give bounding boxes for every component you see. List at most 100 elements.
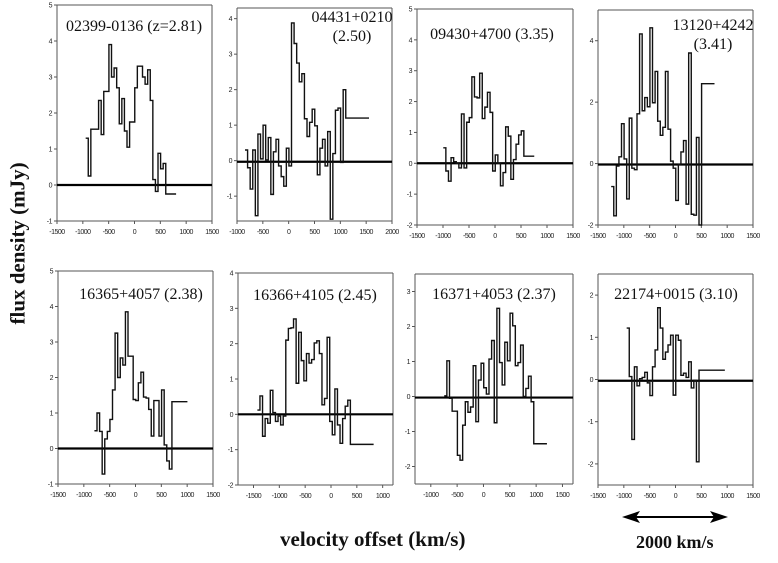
panel-title: 16365+4057 (2.38) <box>79 286 203 303</box>
panel-title: 09430+4700 (3.35) <box>430 26 554 43</box>
y-axis-label: flux density (mJy) <box>5 162 30 325</box>
y-tick-label: 0 <box>590 377 594 384</box>
y-tick-label: -2 <box>405 464 411 471</box>
x-tick-label: 500 <box>155 229 166 236</box>
x-tick-label: 0 <box>133 229 137 236</box>
x-tick-label: -1000 <box>272 493 288 500</box>
x-tick-label: 1500 <box>566 233 580 240</box>
x-tick-label: 0 <box>134 492 138 499</box>
y-tick-label: -1 <box>588 419 594 426</box>
x-tick-label: -1000 <box>229 229 245 236</box>
y-tick-label: 2 <box>49 111 53 118</box>
y-tick-label: 5 <box>50 269 54 276</box>
x-tick-label: -1000 <box>76 492 92 499</box>
x-tick-label: -500 <box>644 493 657 500</box>
panel-title: 04431+0210 <box>311 9 392 26</box>
x-tick-label: 1500 <box>746 493 760 500</box>
panel-title: 13120+4242 <box>672 17 753 34</box>
x-tick-label: 0 <box>674 493 678 500</box>
y-tick-label: 2 <box>407 324 411 331</box>
y-tick-label: 2 <box>229 87 233 94</box>
y-tick-label: 0 <box>49 183 53 190</box>
panel-1: -1500 -1000 -500 0 500 1000 1500 -1 0 1 2 3 4 5 02399-… <box>47 3 220 237</box>
x-tick-label: -1500 <box>49 229 65 236</box>
x-tick-label: 500 <box>156 492 167 499</box>
x-tick-label: -1000 <box>423 492 439 499</box>
panel-title: 22174+0015 (3.10) <box>614 286 738 303</box>
y-tick-label: -2 <box>588 461 594 468</box>
y-tick-label: 1 <box>49 147 53 154</box>
y-tick-label: -1 <box>227 194 233 201</box>
spectrum-step-line <box>85 43 177 195</box>
spectrum-step-line <box>94 311 188 475</box>
y-tick-label: 0 <box>409 161 413 168</box>
y-tick-label: 4 <box>50 304 54 311</box>
y-tick-label: -1 <box>407 192 413 199</box>
x-tick-label: 500 <box>516 233 527 240</box>
y-tick-label: 4 <box>230 271 234 278</box>
x-tick-label: 1000 <box>540 233 554 240</box>
y-tick-label: 3 <box>230 306 234 313</box>
x-tick-label: 1000 <box>720 233 734 240</box>
y-tick-label: -2 <box>407 223 413 230</box>
panel-title: 02399-0136 (z=2.81) <box>66 18 202 35</box>
x-tick-label: 500 <box>696 493 707 500</box>
y-tick-label: 2 <box>590 100 594 107</box>
x-tick-label: -500 <box>257 229 270 236</box>
y-tick-label: 3 <box>229 52 233 59</box>
spectrum-step-line <box>257 318 374 446</box>
x-tick-label: 0 <box>329 493 333 500</box>
y-tick-label: 1 <box>230 377 234 384</box>
y-tick-label: 4 <box>49 39 53 46</box>
y-tick-label: 0 <box>230 412 234 419</box>
x-tick-label: 0 <box>482 492 486 499</box>
x-tick-label: -500 <box>103 229 116 236</box>
x-tick-label: 1000 <box>376 493 390 500</box>
y-tick-label: 5 <box>409 7 413 14</box>
x-tick-label: 1500 <box>359 229 373 236</box>
x-tick-label: 500 <box>505 492 516 499</box>
scale-bar-arrow <box>622 511 728 523</box>
x-tick-label: 1500 <box>205 229 219 236</box>
arrow-left-icon <box>622 511 640 523</box>
y-tick-label: 3 <box>409 68 413 75</box>
panel-3: -1500 -1000 -500 0 500 1000 1500 -2 -1 0 1 2 3 4 5 0943… <box>407 7 581 241</box>
x-tick-label: -1500 <box>409 233 425 240</box>
panel-title: (2.50) <box>333 28 372 45</box>
x-tick-label: 0 <box>674 233 678 240</box>
arrow-right-icon <box>710 511 728 523</box>
scale-bar-label: 2000 km/s <box>636 532 714 552</box>
y-tick-label: -1 <box>228 447 234 454</box>
y-tick-label: 1 <box>50 411 54 418</box>
y-tick-label: -1 <box>405 429 411 436</box>
x-tick-label: -1500 <box>50 492 66 499</box>
y-tick-label: 2 <box>409 99 413 106</box>
spectrum-step-line <box>245 22 370 220</box>
y-tick-label: 1 <box>229 123 233 130</box>
y-tick-label: 1 <box>409 130 413 137</box>
panel-8: -1500 -1000 -500 0 500 1000 1500 -2 -1 0 1 2 22174+0… <box>588 273 761 500</box>
y-tick-label: 3 <box>407 289 411 296</box>
x-tick-label: -500 <box>451 492 464 499</box>
y-tick-label: 1 <box>590 335 594 342</box>
y-tick-label: -2 <box>588 223 594 230</box>
x-tick-label: -1500 <box>590 493 606 500</box>
x-tick-label: 0 <box>287 229 291 236</box>
x-tick-label: 500 <box>696 233 707 240</box>
y-tick-label: 5 <box>49 3 53 10</box>
panel-title: (3.41) <box>694 36 733 53</box>
x-tick-label: -1500 <box>590 233 606 240</box>
x-tick-label: -1000 <box>616 233 632 240</box>
panel-4: -1500 -1000 -500 0 500 1000 1500 -2 0 2 4 13120+424… <box>588 9 761 240</box>
x-tick-label: 1000 <box>179 229 193 236</box>
x-tick-label: -500 <box>644 233 657 240</box>
x-axis-label: velocity offset (km/s) <box>280 527 466 551</box>
y-tick-label: 0 <box>50 446 54 453</box>
y-tick-label: 2 <box>50 375 54 382</box>
spectrum-step-line <box>444 307 547 461</box>
x-tick-label: -1000 <box>75 229 91 236</box>
panel-5: -1500 -1000 -500 0 500 1000 1500 -1 0 1 2 3 4 5 16365+… <box>48 269 221 500</box>
x-tick-label: 1000 <box>720 493 734 500</box>
y-tick-label: 0 <box>229 158 233 165</box>
